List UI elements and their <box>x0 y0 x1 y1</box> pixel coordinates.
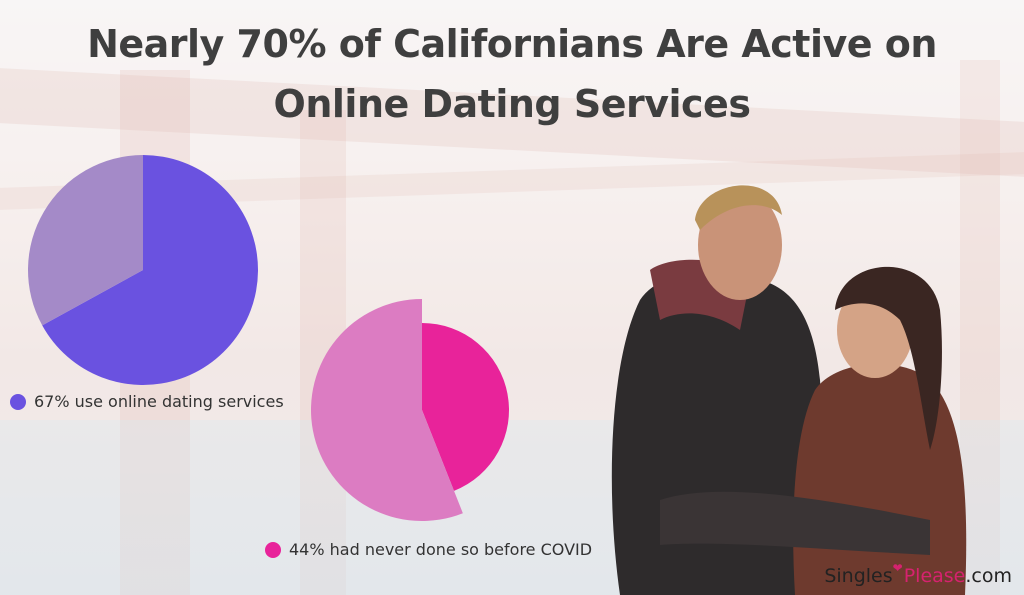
couple-photo <box>611 185 967 595</box>
pie-slice-0 <box>422 323 509 491</box>
woman-jacket <box>793 363 967 595</box>
pie-chart-online-dating <box>28 155 258 385</box>
legend-online-dating: 67% use online dating services <box>10 392 284 411</box>
brand-text-singles: Singles <box>824 565 893 587</box>
man-hair <box>695 185 782 230</box>
pie-slice-1 <box>28 155 144 326</box>
pie-chart-new-since-covid <box>311 299 509 521</box>
legend-new-since-covid: 44% had never done so before COVID <box>265 540 592 559</box>
pie-slice-0 <box>42 155 258 385</box>
heart-icon: ❤ <box>892 561 903 575</box>
woman-hair <box>835 266 942 450</box>
man-head <box>698 190 782 300</box>
brand-logo[interactable]: Singles ❤ Please .com <box>824 561 1012 587</box>
chart-title: Nearly 70% of Californians Are Active on… <box>87 22 937 126</box>
legend-dot <box>10 393 26 410</box>
bridge-tower-right <box>960 60 1000 595</box>
brand-text-domain: .com <box>965 565 1012 587</box>
man-arm <box>660 491 930 555</box>
brand-text-please: Please <box>903 565 966 587</box>
pie-slice-1 <box>311 299 463 521</box>
legend-label: 67% use online dating services <box>34 392 284 411</box>
legend-label: 44% had never done so before COVID <box>289 540 593 559</box>
legend-dot <box>265 541 281 558</box>
